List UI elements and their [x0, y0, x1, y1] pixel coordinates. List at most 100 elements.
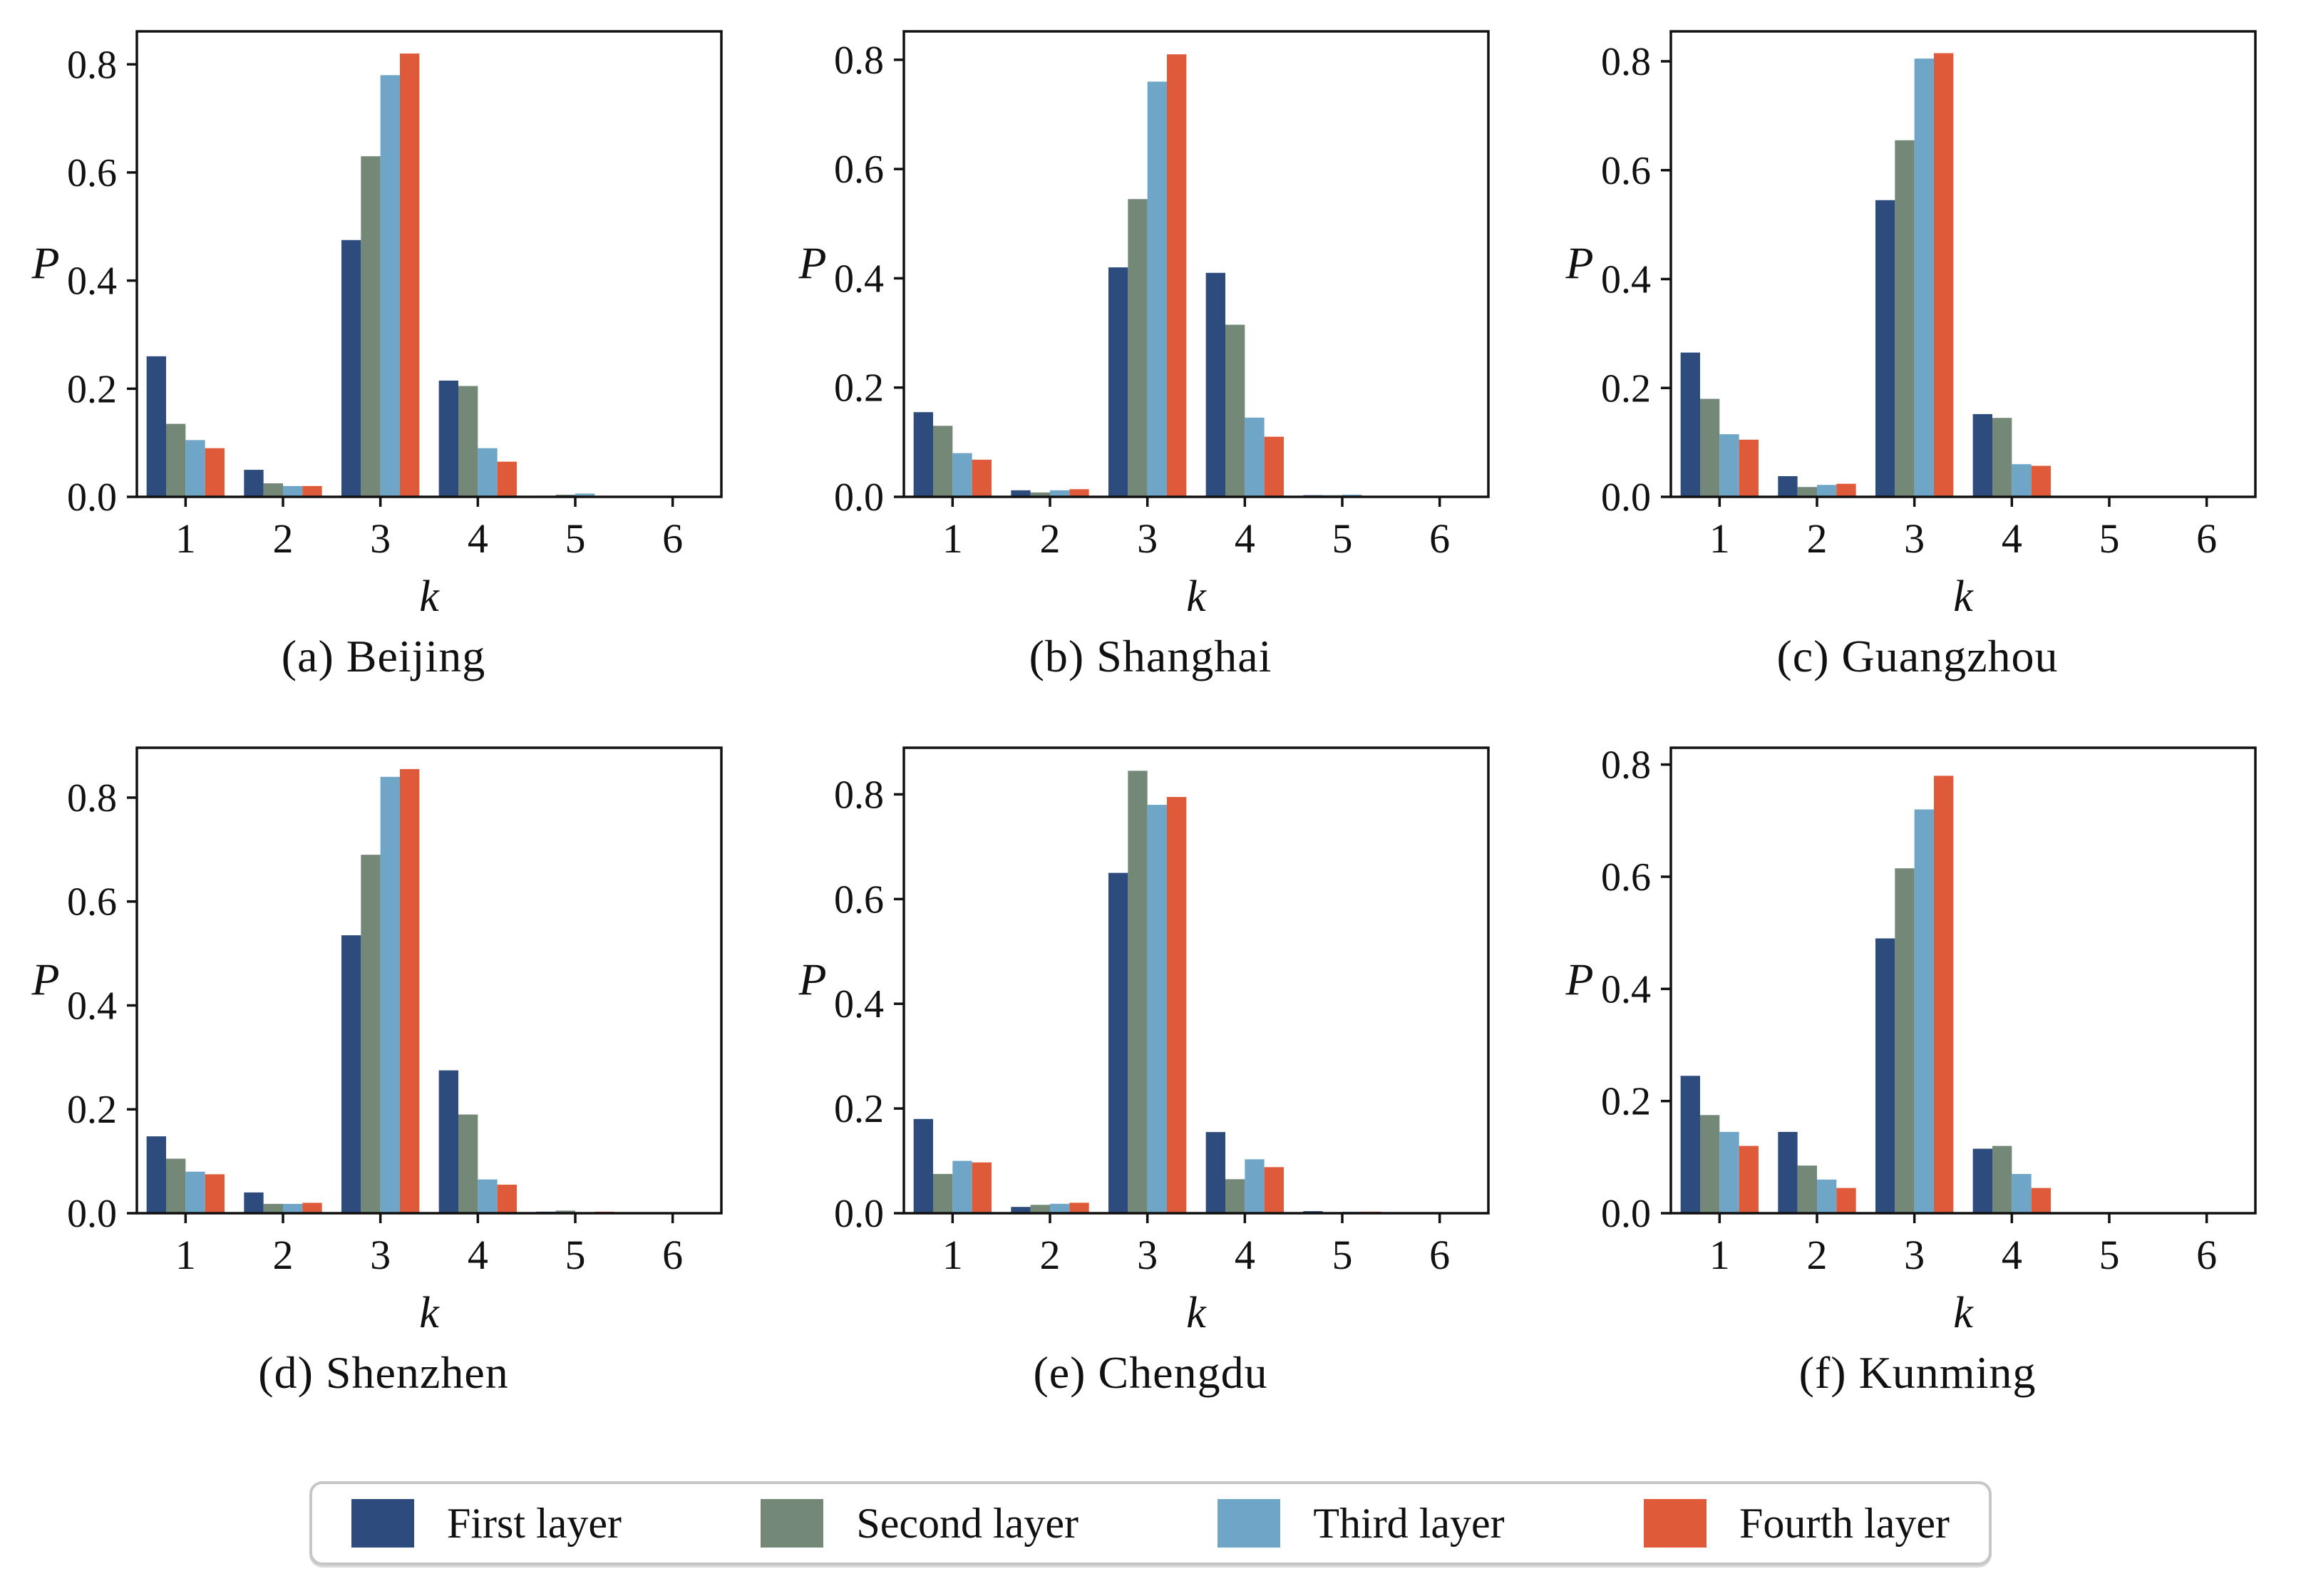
x-axis-label: k [1953, 572, 1974, 620]
bar-fourth-layer-k4 [2031, 1188, 2051, 1213]
bar-fourth-layer-k2 [302, 485, 322, 497]
legend-label-second-layer: Second layer [856, 1499, 1079, 1547]
bar-fourth-layer-k2 [1069, 1203, 1089, 1213]
bar-first-layer-k2 [1011, 490, 1031, 497]
chart-title-kunming: (f) Kunming [1798, 1347, 2037, 1398]
x-axis-label: k [1186, 572, 1207, 620]
y-tick-label: 0.8 [67, 43, 117, 87]
y-axis-label: P [1565, 238, 1593, 289]
bar-third-layer-k2 [1817, 1179, 1837, 1213]
bar-second-layer-k1 [166, 1158, 186, 1213]
bar-first-layer-k2 [244, 470, 264, 497]
bar-third-layer-k5 [575, 493, 595, 497]
x-tick-label: 6 [2196, 515, 2217, 562]
bar-third-layer-k1 [185, 1171, 205, 1213]
y-tick-label: 0.8 [834, 773, 884, 817]
bar-third-layer-k1 [1719, 434, 1739, 497]
x-tick-label: 2 [1040, 515, 1061, 562]
y-axis-label: P [31, 238, 59, 289]
chart-title-chengdu: (e) Chengdu [1033, 1347, 1268, 1398]
y-tick-label: 0.0 [834, 475, 884, 520]
chart-cell-shanghai: 0.0 0.2 0.4 0.6 0.8 1 2 3 4 5 6 k P (b) Shanghai [767, 0, 1534, 716]
bar-fourth-layer-k4 [2031, 465, 2051, 497]
bar-fourth-layer-k1 [1739, 439, 1759, 497]
x-tick-label: 6 [662, 1232, 683, 1278]
y-tick-label: 0.6 [1601, 855, 1651, 900]
legend-label-fourth-layer: Fourth layer [1739, 1499, 1950, 1547]
bar-first-layer-k1 [1680, 352, 1700, 497]
x-tick-label: 6 [662, 515, 683, 562]
x-tick-label: 5 [565, 515, 586, 562]
bar-first-layer-k4 [1205, 272, 1225, 497]
bar-first-layer-k3 [341, 240, 361, 497]
plot-frame [902, 30, 1490, 498]
chart-cell-chengdu: 0.0 0.2 0.4 0.6 0.8 1 2 3 4 5 6 k P (e) Chengdu [767, 716, 1534, 1433]
bar-third-layer-k2 [283, 1203, 303, 1213]
y-axis-label: P [798, 954, 826, 1005]
bar-first-layer-k3 [1108, 267, 1128, 497]
x-tick-label: 5 [565, 1232, 586, 1278]
bar-chart-shenzhen: 0.0 0.2 0.4 0.6 0.8 1 2 3 4 5 6 k P [31, 746, 723, 1337]
plot-frame [135, 746, 723, 1215]
plot-frame [1669, 30, 2257, 498]
bar-second-layer-k2 [1030, 1205, 1050, 1213]
bar-third-layer-k4 [2012, 1173, 2032, 1213]
y-tick-label: 0.6 [67, 151, 117, 195]
bar-third-layer-k3 [1914, 809, 1934, 1213]
bar-first-layer-k1 [913, 1118, 933, 1213]
x-tick-label: 5 [2099, 1232, 2120, 1278]
y-tick-label: 0.0 [67, 475, 117, 520]
bar-fourth-layer-k3 [1934, 53, 1954, 498]
y-tick-label: 0.2 [834, 1087, 884, 1131]
fourth-layer-swatch-icon [1644, 1499, 1707, 1548]
second-layer-swatch-icon [761, 1499, 824, 1548]
bar-first-layer-k3 [341, 935, 361, 1213]
x-tick-label: 6 [1429, 515, 1450, 562]
y-tick-label: 0.2 [67, 367, 117, 411]
x-tick-label: 4 [468, 1232, 488, 1278]
bar-first-layer-k2 [244, 1192, 264, 1213]
bar-fourth-layer-k1 [972, 459, 992, 497]
bar-fourth-layer-k2 [1836, 1188, 1856, 1213]
bar-second-layer-k2 [1797, 1165, 1817, 1213]
y-tick-label: 0.4 [834, 982, 884, 1026]
x-tick-label: 5 [1332, 515, 1353, 562]
y-tick-label: 0.6 [1601, 149, 1651, 193]
bar-second-layer-k3 [361, 855, 381, 1213]
bar-third-layer-k4 [2012, 464, 2032, 497]
bar-fourth-layer-k3 [1934, 776, 1954, 1213]
y-tick-label: 0.2 [1601, 1080, 1651, 1124]
bar-fourth-layer-k1 [205, 448, 225, 497]
bar-first-layer-k1 [146, 356, 166, 497]
bar-third-layer-k1 [952, 1160, 972, 1213]
bar-second-layer-k5 [555, 1210, 575, 1213]
bar-first-layer-k4 [1972, 1148, 1992, 1213]
y-tick-label: 0.6 [834, 877, 884, 922]
y-tick-label: 0.0 [1601, 1192, 1651, 1236]
bar-third-layer-k2 [1817, 485, 1837, 497]
bar-third-layer-k1 [1719, 1131, 1739, 1213]
y-tick-label: 0.4 [1601, 258, 1651, 302]
bar-third-layer-k3 [380, 776, 400, 1213]
legend-box: First layer Second layer Third layer Fou… [309, 1481, 1992, 1565]
x-axis-label: k [419, 1289, 440, 1337]
x-tick-label: 1 [1709, 515, 1730, 562]
y-tick-label: 0.8 [834, 38, 884, 83]
chart-cell-shenzhen: 0.0 0.2 0.4 0.6 0.8 1 2 3 4 5 6 k P (d) Shenzhen [0, 716, 767, 1433]
y-tick-label: 0.8 [1601, 743, 1651, 788]
y-tick-label: 0.4 [834, 257, 884, 301]
x-tick-label: 2 [1807, 1232, 1828, 1278]
bar-third-layer-k4 [1245, 1159, 1265, 1213]
bar-second-layer-k4 [458, 1114, 478, 1213]
bar-second-layer-k3 [1128, 199, 1148, 497]
bar-fourth-layer-k1 [1739, 1145, 1759, 1213]
bar-second-layer-k2 [263, 1203, 283, 1213]
bar-first-layer-k1 [913, 412, 933, 497]
bar-fourth-layer-k2 [1836, 483, 1856, 497]
bar-first-layer-k3 [1875, 200, 1895, 497]
y-tick-label: 0.6 [67, 880, 117, 925]
bar-first-layer-k4 [438, 380, 458, 497]
x-tick-label: 5 [2099, 515, 2120, 562]
bar-first-layer-k3 [1108, 872, 1128, 1213]
